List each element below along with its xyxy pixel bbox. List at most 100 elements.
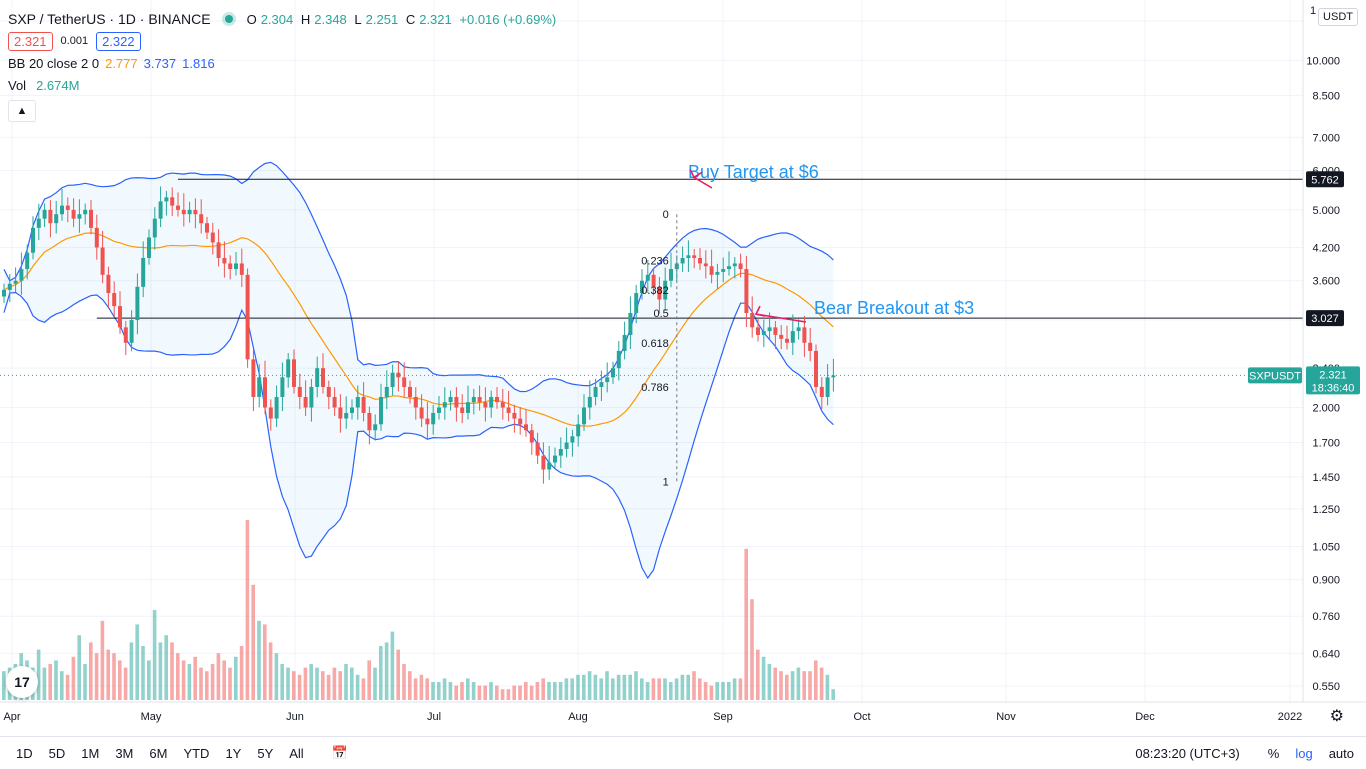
clock-label[interactable]: 08:23:20 (UTC+3) <box>1135 745 1240 761</box>
tradingview-logo[interactable]: 17 <box>6 666 38 698</box>
volume-bar <box>321 671 325 700</box>
volume-bar <box>831 689 835 700</box>
tf-5d[interactable]: 5D <box>48 745 66 761</box>
price-tick-label: 4.200 <box>1312 242 1340 254</box>
tf-1d[interactable]: 1D <box>16 745 33 761</box>
candle-body <box>448 396 453 403</box>
volume-bar <box>65 674 70 700</box>
candle-body <box>790 331 795 343</box>
volume-bar <box>2 671 6 700</box>
candle-body <box>123 327 128 343</box>
candle-body <box>599 382 604 387</box>
price-tick-label: 10.000 <box>1306 55 1340 67</box>
percent-toggle[interactable]: % <box>1267 745 1280 761</box>
buy-button[interactable]: 2.322 <box>96 31 141 51</box>
open-value: 2.304 <box>260 11 294 27</box>
candle-body <box>744 269 749 313</box>
candle-body <box>466 402 470 413</box>
candle-body <box>483 402 488 408</box>
price-axis[interactable]: 10.0008.5007.0006.0005.0004.2003.6003.00… <box>0 0 1366 702</box>
volume-bar <box>732 678 737 700</box>
currency-label[interactable]: USDT <box>1318 8 1358 26</box>
gear-icon[interactable]: ⚙ <box>1329 708 1344 725</box>
volume-bar <box>674 678 679 700</box>
tf-all[interactable]: All <box>289 745 304 761</box>
volume-bar <box>152 610 157 700</box>
candle-body <box>216 242 221 258</box>
symbol-tag-label: SXPUSDT <box>1249 370 1301 382</box>
candle-body <box>489 396 494 408</box>
ohlc-values: O 2.304 H 2.348 L 2.251 C 2.321 +0.016 (+0.6… <box>246 11 557 27</box>
time-axis[interactable]: Apr May Jun Jul Aug Sep Oct Nov Dec 2022 <box>0 701 1366 723</box>
symbol-title[interactable]: SXP / TetherUS · 1D · BINANCE <box>8 11 211 27</box>
auto-toggle[interactable]: auto <box>1328 745 1354 761</box>
candle-body <box>326 386 331 397</box>
spread-value: 0.001 <box>60 35 89 47</box>
volume-bar <box>524 682 528 700</box>
volume-bar <box>367 660 371 700</box>
date-range-icon[interactable]: 📅 <box>331 745 348 760</box>
fib-retracement[interactable]: 0 0.236 0.382 0.5 0.618 0.786 1 <box>641 209 678 488</box>
candle-body <box>674 263 679 270</box>
volume-bar <box>698 678 702 700</box>
candle-body <box>13 280 18 284</box>
sell-button[interactable]: 2.321 <box>8 31 53 51</box>
candle-body <box>25 252 30 270</box>
annotation-buy-target: Buy Target at $6 <box>688 162 819 182</box>
candle-body <box>89 209 93 228</box>
candle-body <box>785 338 789 343</box>
tf-1m[interactable]: 1M <box>81 745 100 761</box>
volume-row[interactable]: Vol 2.674M <box>8 74 560 96</box>
volume-bar <box>512 685 516 700</box>
volume-bar <box>332 667 337 700</box>
candle-body <box>31 227 35 253</box>
volume-bar <box>408 671 412 700</box>
candlesticks <box>2 186 836 484</box>
fib-label-0-618: 0.618 <box>641 338 669 350</box>
candle-body <box>605 377 610 383</box>
volume-bar <box>669 682 673 700</box>
low-value: 2.251 <box>365 11 399 27</box>
volume-bar <box>222 660 226 700</box>
volume-bar <box>361 678 366 700</box>
volume-bar <box>727 682 731 700</box>
chevron-up-icon[interactable]: ▲ <box>8 100 36 122</box>
price-tick-label: 8.500 <box>1312 90 1340 102</box>
volume-bar <box>489 682 493 700</box>
candle-body <box>437 407 441 413</box>
volume-bar <box>709 685 714 700</box>
volume-bar <box>170 642 174 700</box>
price-tick-label: 3.600 <box>1312 276 1340 288</box>
candle-body <box>819 386 824 397</box>
log-toggle[interactable]: log <box>1295 745 1313 761</box>
bb-row[interactable]: BB 20 close 2 0 2.777 3.737 1.816 <box>8 52 560 74</box>
tf-5y[interactable]: 5Y <box>257 745 274 761</box>
volume-bar <box>657 678 661 700</box>
tf-6m[interactable]: 6M <box>149 745 168 761</box>
volume-bar <box>547 682 551 700</box>
candle-body <box>796 327 801 332</box>
volume-bar <box>761 656 766 700</box>
volume-bar <box>89 642 93 700</box>
volume-bar <box>135 624 139 700</box>
volume-bar <box>48 664 52 700</box>
tf-ytd[interactable]: YTD <box>183 745 210 761</box>
price-tick-label: 0.550 <box>1312 681 1340 693</box>
annotations[interactable]: Buy Target at $6 Bear Breakout at $3 <box>688 162 974 323</box>
price-tick-label-top: 1 <box>1310 5 1316 17</box>
volume-bar <box>268 642 273 700</box>
volume-bar <box>651 678 656 700</box>
volume-bar <box>344 664 348 700</box>
tf-1y[interactable]: 1Y <box>225 745 242 761</box>
tf-3m[interactable]: 3M <box>115 745 134 761</box>
candle-body <box>344 412 349 419</box>
volume-bar <box>384 642 389 700</box>
candle-body <box>239 263 244 275</box>
volume-bar <box>431 682 435 700</box>
candle-body <box>814 350 818 387</box>
volume-bar <box>529 685 534 700</box>
volume-bar <box>199 667 203 700</box>
horizontal-lines[interactable] <box>96 178 1303 319</box>
candle-body <box>831 375 836 378</box>
